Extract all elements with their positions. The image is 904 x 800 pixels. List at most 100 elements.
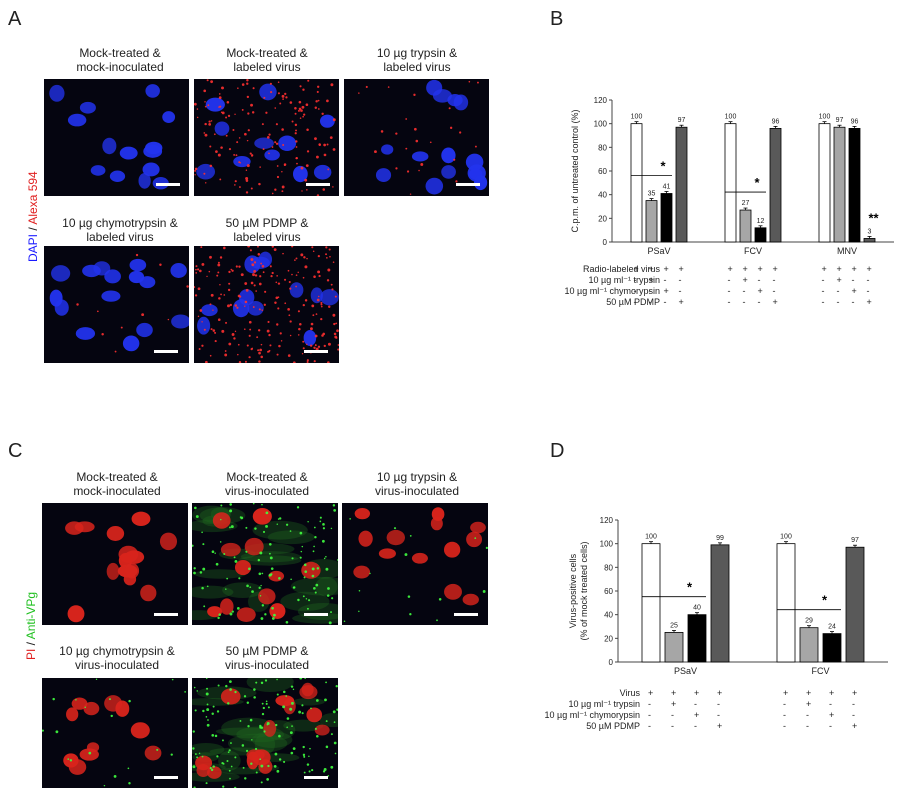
- condition-sign: +: [852, 688, 858, 698]
- condition-sign: +: [866, 264, 872, 274]
- scale-bar: [154, 776, 178, 779]
- bar: [769, 128, 782, 243]
- micrograph-c4: [42, 678, 188, 788]
- data-label: 100: [631, 114, 643, 121]
- y-tick-label: 60: [604, 587, 613, 596]
- condition-sign: -: [663, 297, 667, 307]
- data-label: 40: [693, 605, 701, 612]
- condition-sign: +: [717, 688, 723, 698]
- micrograph-a1: [44, 79, 189, 196]
- micrograph-c2: [192, 503, 338, 625]
- scale-bar: [304, 776, 328, 779]
- condition-label: Radio-labeled virus: [582, 264, 660, 274]
- condition-sign: -: [633, 286, 637, 296]
- condition-sign: -: [633, 297, 637, 307]
- significance-marker: *: [687, 580, 693, 595]
- condition-sign: +: [648, 688, 654, 698]
- condition-sign: +: [694, 710, 700, 720]
- data-label: 27: [742, 200, 750, 207]
- bar: [822, 633, 842, 663]
- condition-sign: +: [806, 688, 812, 698]
- condition-label: 10 µg ml⁻¹ trypsin: [568, 699, 640, 709]
- micrograph-c5: [192, 678, 338, 788]
- group-label: FCV: [812, 666, 830, 676]
- condition-label: 10 µg ml⁻¹ trypsin: [588, 275, 660, 285]
- condition-sign: -: [648, 286, 652, 296]
- significance-marker: *: [822, 593, 828, 608]
- y-tick-label: 20: [604, 634, 613, 643]
- condition-sign: -: [821, 286, 825, 296]
- condition-sign: -: [757, 297, 761, 307]
- condition-sign: -: [671, 710, 674, 720]
- condition-sign: -: [757, 275, 761, 285]
- condition-sign: +: [717, 721, 723, 731]
- data-label: 24: [828, 624, 836, 631]
- condition-label: 10 µg ml⁻¹ chymorypsin: [564, 286, 660, 296]
- y-tick-label: 100: [594, 120, 608, 129]
- condition-sign: -: [742, 297, 746, 307]
- significance-marker: *: [754, 175, 760, 190]
- condition-sign: -: [648, 710, 651, 720]
- y-tick-label: 0: [603, 238, 608, 247]
- condition-sign: -: [772, 275, 776, 285]
- condition-label: 50 µM PDMP: [606, 297, 660, 307]
- y-tick-label: 80: [604, 563, 613, 572]
- condition-sign: -: [866, 286, 870, 296]
- bar: [799, 627, 819, 663]
- condition-sign: +: [678, 264, 684, 274]
- caption-c4: 10 µg chymotrypsin & virus-inoculated: [59, 644, 175, 672]
- data-label: 97: [678, 117, 686, 124]
- condition-sign: -: [717, 710, 720, 720]
- condition-sign: -: [663, 275, 667, 285]
- condition-sign: -: [671, 721, 674, 731]
- condition-sign: -: [648, 699, 651, 709]
- condition-sign: +: [757, 264, 763, 274]
- data-label: 100: [780, 534, 792, 541]
- condition-sign: -: [648, 297, 652, 307]
- condition-sign: -: [694, 699, 697, 709]
- y-tick-label: 120: [594, 96, 608, 105]
- y-tick-label: 40: [598, 191, 607, 200]
- data-label: 96: [851, 118, 859, 125]
- group-label: PSaV: [674, 666, 697, 676]
- micrograph-a5: [194, 246, 339, 363]
- y-tick-label: 100: [600, 540, 614, 549]
- scale-bar: [304, 350, 328, 353]
- condition-sign: -: [851, 275, 855, 285]
- panel-letter-a: A: [8, 8, 22, 30]
- condition-sign: +: [829, 688, 835, 698]
- data-label: 41: [663, 183, 671, 190]
- bar: [687, 614, 707, 663]
- condition-sign: +: [783, 688, 789, 698]
- caption-c2: Mock-treated & virus-inoculated: [224, 470, 310, 498]
- side-label-a: DAPI / Alexa 594: [26, 171, 40, 262]
- scale-bar: [154, 350, 178, 353]
- condition-sign: +: [851, 264, 857, 274]
- significance-marker: **: [868, 210, 879, 225]
- condition-sign: -: [678, 286, 682, 296]
- data-label: 100: [819, 114, 831, 121]
- condition-sign: -: [836, 297, 840, 307]
- group-label: FCV: [744, 246, 762, 256]
- bar: [630, 123, 643, 243]
- condition-sign: +: [694, 688, 700, 698]
- y-axis-label-line2: (% of mock treated cells): [579, 541, 589, 640]
- condition-sign: +: [836, 264, 842, 274]
- condition-sign: -: [829, 721, 832, 731]
- bar: [710, 544, 730, 663]
- condition-sign: -: [678, 275, 682, 285]
- condition-sign: -: [727, 286, 731, 296]
- condition-sign: +: [633, 264, 639, 274]
- scale-bar: [306, 183, 330, 186]
- condition-sign: -: [717, 699, 720, 709]
- condition-sign: -: [836, 286, 840, 296]
- condition-sign: +: [772, 297, 778, 307]
- condition-sign: -: [821, 297, 825, 307]
- condition-sign: -: [852, 699, 855, 709]
- condition-label: 50 µM PDMP: [586, 721, 640, 731]
- condition-sign: +: [757, 286, 763, 296]
- condition-sign: -: [783, 710, 786, 720]
- condition-sign: -: [852, 710, 855, 720]
- caption-a1: Mock-treated & mock-inoculated: [76, 46, 164, 74]
- data-label: 97: [851, 537, 859, 544]
